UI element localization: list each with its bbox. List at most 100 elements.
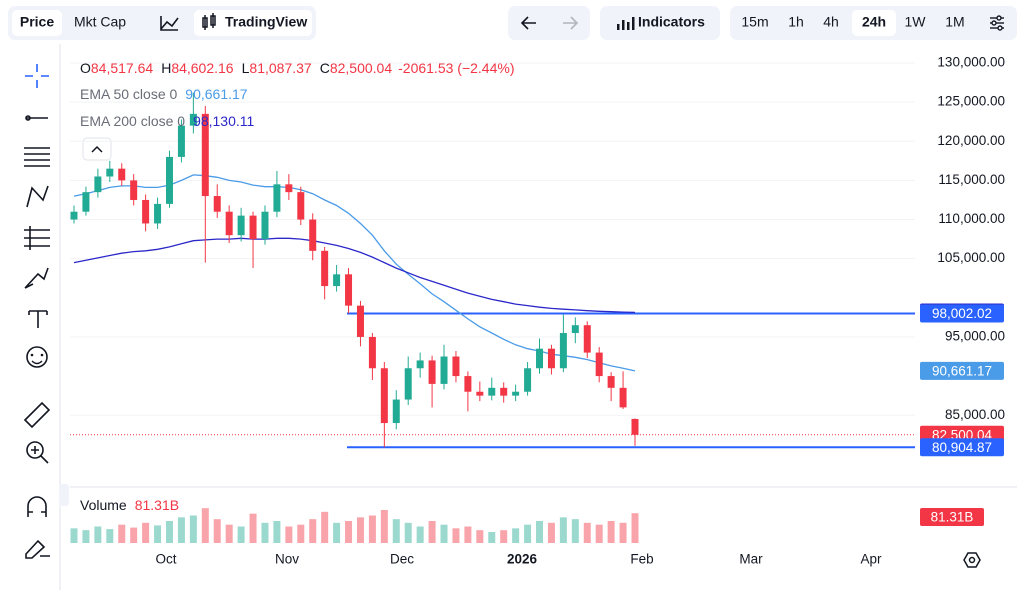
redo-icon[interactable] [563,16,579,30]
volume-bar [130,527,138,543]
volume-bar [607,521,615,543]
candle-body [404,368,412,400]
interval-button[interactable]: 1M [945,14,964,30]
text-tool[interactable] [28,310,48,328]
volume-bar [559,517,567,543]
volume-bar [237,526,245,543]
chart-type-button[interactable] [194,10,312,36]
candle-body [428,360,436,384]
ohlc-key: L [242,60,250,76]
zoom-tool[interactable] [26,441,44,459]
interval-button[interactable]: 1h [788,14,804,30]
ema-name: EMA 50 close 0 [80,86,177,102]
price-tab[interactable]: Mkt Cap [74,14,126,30]
volume-bar [118,524,126,543]
volume-bar [356,517,364,543]
brush-tool[interactable] [24,267,49,289]
emoji-tool[interactable] [26,346,48,368]
volume-bar [524,524,532,543]
interval-button[interactable]: 15m [741,14,768,30]
candle-body [512,391,520,396]
line-tool[interactable] [25,115,48,121]
candle-body [619,387,627,408]
candle-body [118,168,126,181]
candle-body [273,184,281,212]
volume-bar [488,532,496,543]
volume-bar [368,515,376,543]
candle-body [368,336,376,369]
collapse-legend[interactable] [82,137,112,161]
crosshair-tool[interactable] [25,64,49,88]
interval-button[interactable]: 1W [905,14,927,30]
price-tab[interactable]: Price [20,14,54,30]
volume-bar [404,522,412,543]
ema50-tag-box [920,361,1004,380]
candle-body [237,215,245,236]
y-tick-label: 105,000.00 [937,250,1005,265]
x-tick-label: Feb [630,552,653,567]
volume-bar [70,528,78,543]
candle-body [154,203,162,224]
volume-bar [476,530,484,543]
ohlc-key: C [320,60,330,76]
active-tab[interactable] [12,10,62,36]
time-axis-settings[interactable] [963,552,981,568]
magnet-tool[interactable] [27,496,47,517]
volume-bar [189,515,197,543]
volume-bar [416,526,424,543]
ema-line [73,237,636,314]
ruler-tool[interactable] [23,401,51,429]
candle-body [321,250,329,287]
undo-icon[interactable] [520,16,536,30]
candle-body [261,211,269,240]
candle-body [213,196,221,212]
volume-tag: 81.31B [931,510,974,525]
drawing-toolbar [23,64,51,559]
volume-bar [273,521,281,543]
candle-body [225,211,233,236]
volume-bar [500,530,508,543]
candle-body [595,352,603,377]
candle-body [488,387,496,396]
y-tick-label: 110,000.00 [938,211,1005,226]
candle-body [524,368,532,392]
line-chart-icon[interactable] [160,16,179,31]
chart-type-label: TradingView [225,14,307,30]
candle-body [201,113,209,197]
indicators-button[interactable] [600,6,720,40]
candle-body [189,113,197,126]
x-tick-label: Apr [860,552,882,567]
candle-body [583,325,591,353]
change-value: -2061.53 (−2.44%) [398,60,514,76]
x-tick-label: Dec [390,552,414,567]
hline-tag: 80,904.87 [932,440,992,455]
y-tick-label: 95,000.00 [945,329,1005,344]
volume-bar [464,526,472,543]
interval-button[interactable]: 4h [823,14,839,30]
volume-bar [345,521,353,543]
candle-body [464,376,472,392]
candle-body [297,192,305,220]
active-interval[interactable] [852,10,896,36]
fib-tool[interactable] [24,147,50,167]
candle-body [416,360,424,369]
volume-bar [536,521,544,543]
interval-button[interactable]: 24h [862,14,886,30]
y-tick-label: 85,000.00 [945,407,1005,422]
candle-body [130,180,138,200]
hline-tag-box [920,438,1004,457]
lock-tool[interactable] [25,539,50,559]
volume-bar [583,522,591,543]
x-tick-label: 2026 [507,552,538,567]
volume-bar [631,513,639,543]
pattern-tool[interactable] [26,185,49,208]
indicators-icon [617,17,635,30]
volume-bar [428,521,436,543]
volume-bar [82,530,90,543]
forecast-tool[interactable] [24,226,50,250]
candle-body [571,325,579,334]
collapse-handle[interactable] [59,484,69,506]
settings-icon[interactable] [990,15,1004,31]
volume-bar [213,519,221,543]
